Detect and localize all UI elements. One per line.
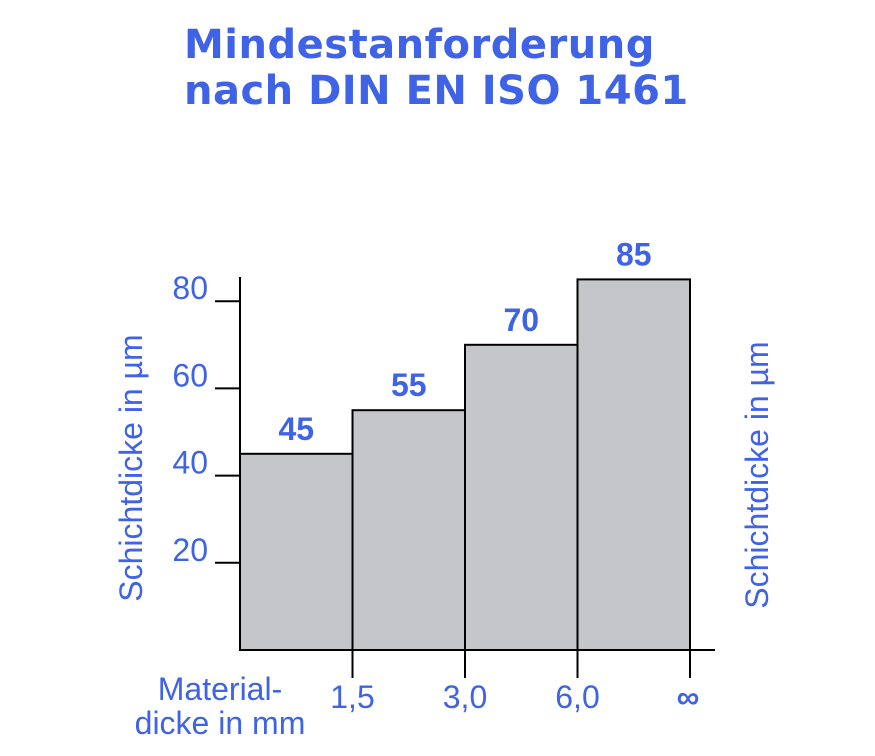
value-label-2: 55	[391, 367, 427, 403]
value-label-4: 85	[616, 236, 652, 272]
x-tick-label-4: ∞	[677, 679, 700, 715]
value-label-3: 70	[503, 302, 539, 338]
x-axis-title-line-1: Material-	[158, 671, 282, 707]
x-tick-label-1: 1,5	[330, 679, 374, 715]
y-axis-title-left: Schichtdicke in µm	[113, 334, 149, 601]
y-tick-label-80: 80	[172, 270, 208, 306]
bar-4	[576, 278, 691, 651]
y-tick-label-60: 60	[172, 357, 208, 393]
x-tick-label-2: 3,0	[443, 679, 487, 715]
chart-title: Mindestanforderung nach DIN EN ISO 1461	[184, 22, 689, 114]
chart-title-line-1: Mindestanforderung	[184, 22, 655, 68]
y-axis-title-right: Schichtdicke in µm	[739, 341, 775, 608]
y-tick-label-20: 20	[172, 532, 208, 568]
y-tick-label-40: 40	[172, 445, 208, 481]
axes	[215, 277, 715, 678]
chart-title-line-2: nach DIN EN ISO 1461	[184, 68, 689, 114]
value-label-1: 45	[278, 411, 314, 447]
bar-group	[239, 278, 691, 652]
bar-1	[239, 452, 354, 651]
bar-2	[351, 409, 466, 652]
x-tick-label-3: 6,0	[555, 679, 599, 715]
x-axis-title-line-2: dicke in mm	[135, 705, 306, 741]
label-group: 45 55 70 85 20 40 60 80 1,5 3,0 6,0 ∞ Material-dicke…	[113, 236, 775, 741]
bar-3	[464, 343, 579, 651]
